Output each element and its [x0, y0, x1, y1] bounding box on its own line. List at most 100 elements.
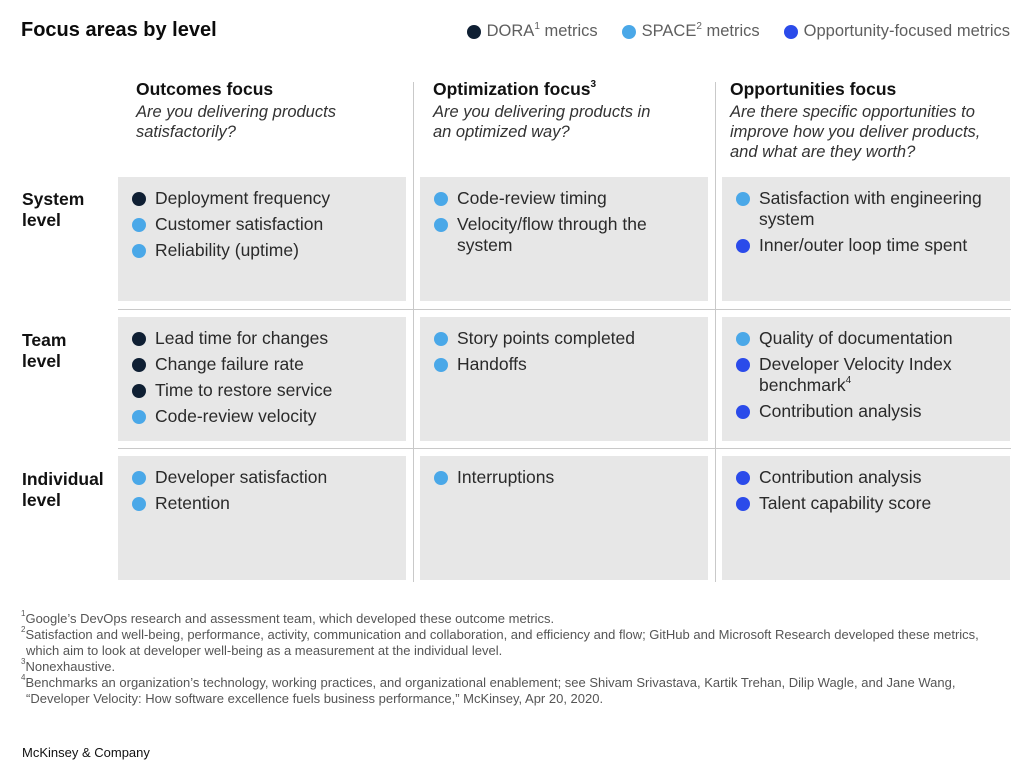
metric-item: Quality of documentation	[736, 328, 1000, 349]
metric-item: Deployment frequency	[132, 188, 396, 209]
opportunity-dot-icon	[736, 405, 750, 419]
row-divider	[118, 309, 1011, 310]
row-label-individual: Individual level	[22, 469, 104, 510]
space-dot-icon	[132, 218, 146, 232]
metric-item: Contribution analysis	[736, 401, 1000, 422]
metric-label: Code-review velocity	[155, 406, 317, 426]
metric-label: Code-review timing	[457, 188, 607, 208]
metric-label: Developer satisfaction	[155, 467, 328, 487]
row-label-team: Team level	[22, 330, 67, 371]
space-dot-icon	[434, 192, 448, 206]
space-dot-icon	[434, 471, 448, 485]
footnote-4: 4Benchmarks an organization’s technology…	[21, 672, 956, 706]
opportunity-dot-icon	[783, 24, 798, 39]
metric-item: Code-review velocity	[132, 406, 396, 427]
metric-item: Talent capability score	[736, 493, 1000, 514]
metric-label: Customer satisfaction	[155, 214, 324, 234]
metric-label: Lead time for changes	[155, 328, 329, 348]
metric-item: Code-review timing	[434, 188, 698, 209]
column-heading: Optimization focus3	[433, 79, 597, 99]
space-dot-icon	[132, 497, 146, 511]
cell-team-outcomes: Lead time for changes Change failure rate…	[118, 317, 406, 441]
figure-title: Focus areas by level	[21, 19, 217, 41]
legend-item-dora: DORA1 metrics	[466, 20, 598, 41]
space-dot-icon	[434, 332, 448, 346]
brand-name: McKinsey & Company	[22, 745, 150, 760]
space-dot-icon	[132, 410, 146, 424]
metric-item: Reliability (uptime)	[132, 240, 396, 261]
legend: DORA1 metrics SPACE2 metrics Opportunity…	[443, 20, 1010, 41]
metric-item: Retention	[132, 493, 396, 514]
metric-item: Interruptions	[434, 467, 698, 488]
legend-item-opportunity: Opportunity-focused metrics	[783, 22, 1010, 41]
footnotes: 1Google’s DevOps research and assessment…	[21, 608, 1006, 707]
metric-label: Retention	[155, 493, 230, 513]
metric-label: Change failure rate	[155, 354, 304, 374]
metric-item: Developer satisfaction	[132, 467, 396, 488]
metric-item: Developer Velocity Index benchmark4	[736, 354, 1000, 396]
dora-dot-icon	[132, 384, 146, 398]
metric-item: Lead time for changes	[132, 328, 396, 349]
opportunity-dot-icon	[736, 358, 750, 372]
legend-label-opportunity: Opportunity-focused metrics	[803, 22, 1010, 40]
column-header-opportunities: Opportunities focus Are there specific o…	[730, 79, 1012, 162]
metric-item: Contribution analysis	[736, 467, 1000, 488]
dora-dot-icon	[132, 192, 146, 206]
column-divider	[715, 82, 716, 582]
metric-item: Time to restore service	[132, 380, 396, 401]
cell-individual-opportunities: Contribution analysis Talent capability s…	[722, 456, 1010, 580]
space-dot-icon	[736, 192, 750, 206]
legend-label-dora: DORA1 metrics	[486, 20, 598, 40]
column-heading: Outcomes focus	[136, 79, 274, 99]
footnote-1: 1Google’s DevOps research and assessment…	[21, 608, 555, 626]
row-label-system: System level	[22, 189, 85, 230]
metric-label: Interruptions	[457, 467, 555, 487]
cell-individual-optimization: Interruptions	[420, 456, 708, 580]
metric-label: Satisfaction with engineering system	[759, 188, 982, 229]
space-dot-icon	[434, 218, 448, 232]
legend-item-space: SPACE2 metrics	[621, 20, 760, 41]
space-dot-icon	[132, 471, 146, 485]
opportunity-dot-icon	[736, 471, 750, 485]
cell-system-opportunities: Satisfaction with engineering system Inne…	[722, 177, 1010, 301]
cell-team-opportunities: Quality of documentation Developer Veloci…	[722, 317, 1010, 441]
metric-item: Story points completed	[434, 328, 698, 349]
dora-dot-icon	[132, 332, 146, 346]
column-question: Are you delivering products in an optimi…	[433, 103, 651, 141]
metric-item: Velocity/flow through the system	[434, 214, 698, 256]
metric-label: Contribution analysis	[759, 467, 922, 487]
column-header-optimization: Optimization focus3 Are you delivering p…	[433, 79, 715, 142]
metric-label: Time to restore service	[155, 380, 333, 400]
column-header-outcomes: Outcomes focus Are you delivering produc…	[136, 79, 418, 142]
cell-system-optimization: Code-review timing Velocity/flow through …	[420, 177, 708, 301]
metric-label: Inner/outer loop time spent	[759, 235, 968, 255]
metric-label: Developer Velocity Index benchmark4	[759, 354, 952, 395]
dora-dot-icon	[466, 24, 481, 39]
column-question: Are you delivering products satisfactori…	[136, 103, 336, 141]
opportunity-dot-icon	[736, 497, 750, 511]
metric-item: Satisfaction with engineering system	[736, 188, 1000, 230]
metric-label: Deployment frequency	[155, 188, 331, 208]
metric-label: Handoffs	[457, 354, 527, 374]
metric-label: Story points completed	[457, 328, 636, 348]
metric-label: Talent capability score	[759, 493, 932, 513]
metric-label: Quality of documentation	[759, 328, 953, 348]
metric-item: Change failure rate	[132, 354, 396, 375]
column-divider	[413, 82, 414, 582]
metric-item: Inner/outer loop time spent	[736, 235, 1000, 256]
opportunity-dot-icon	[736, 239, 750, 253]
footnote-3: 3Nonexhaustive.	[21, 656, 116, 674]
column-question: Are there specific opportunities to impr…	[730, 103, 981, 161]
metric-label: Reliability (uptime)	[155, 240, 299, 260]
cell-team-optimization: Story points completed Handoffs	[420, 317, 708, 441]
metric-label: Contribution analysis	[759, 401, 922, 421]
column-heading: Opportunities focus	[730, 79, 897, 99]
footnote-2: 2Satisfaction and well-being, performanc…	[21, 624, 979, 658]
space-dot-icon	[621, 24, 636, 39]
space-dot-icon	[434, 358, 448, 372]
metric-label: Velocity/flow through the system	[457, 214, 647, 255]
space-dot-icon	[736, 332, 750, 346]
legend-label-space: SPACE2 metrics	[641, 20, 760, 40]
row-divider	[118, 448, 1011, 449]
metric-item: Customer satisfaction	[132, 214, 396, 235]
